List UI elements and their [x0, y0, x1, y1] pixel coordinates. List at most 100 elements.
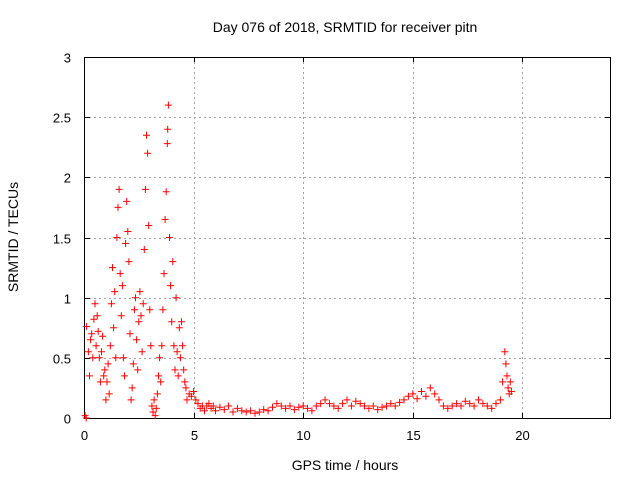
data-point-marker	[93, 312, 101, 320]
data-point-marker	[125, 258, 133, 266]
x-axis-title: GPS time / hours	[292, 457, 399, 473]
data-point-marker	[151, 412, 159, 420]
data-point-marker	[312, 402, 320, 410]
data-point-marker	[182, 384, 190, 392]
data-point-marker	[352, 397, 360, 405]
data-point-marker	[181, 378, 189, 386]
data-point-marker	[89, 354, 97, 362]
data-point-marker	[308, 407, 316, 415]
data-point-marker	[387, 400, 395, 408]
grid-layer	[84, 57, 610, 418]
data-point-marker	[137, 312, 145, 320]
data-point-marker	[470, 402, 478, 410]
data-point-marker	[501, 348, 509, 356]
data-point-marker	[96, 378, 104, 386]
y-tick-label: 0.5	[53, 352, 71, 367]
data-point-marker	[157, 378, 165, 386]
data-point-marker	[290, 406, 298, 414]
data-point-marker	[317, 400, 325, 408]
data-point-marker	[326, 400, 333, 408]
data-point-marker	[103, 378, 111, 386]
y-tick-label: 3	[64, 51, 71, 66]
data-point-marker	[155, 372, 162, 380]
data-point-marker	[148, 402, 156, 410]
data-point-marker	[106, 342, 114, 350]
data-point-marker	[82, 414, 90, 422]
data-point-marker	[180, 366, 188, 374]
data-point-marker	[255, 408, 263, 416]
data-point-marker	[321, 396, 329, 404]
data-point-marker	[507, 388, 515, 395]
data-point-marker	[334, 404, 342, 412]
data-point-marker	[174, 372, 182, 380]
data-point-marker	[475, 396, 482, 404]
data-point-marker	[99, 332, 107, 340]
data-point-marker	[502, 360, 510, 368]
chart-title: Day 076 of 2018, SRMTID for receiver pit…	[213, 19, 478, 35]
data-point-marker	[169, 258, 177, 266]
data-point-marker	[391, 402, 399, 410]
data-point-marker	[488, 404, 496, 412]
data-point-marker	[461, 397, 469, 405]
data-point-marker	[179, 342, 187, 350]
data-point-marker	[422, 392, 430, 400]
data-point-marker	[173, 348, 181, 356]
data-point-marker	[170, 342, 178, 350]
y-axis-title: SRMTID / TECUs	[5, 182, 21, 292]
data-point-marker	[212, 407, 219, 415]
data-point-marker	[105, 390, 113, 398]
data-point-marker	[347, 402, 355, 410]
data-point-marker	[260, 406, 268, 414]
data-point-marker	[295, 403, 303, 411]
y-tick-label: 2	[64, 171, 71, 186]
data-point-marker	[129, 360, 137, 368]
data-point-marker	[166, 234, 173, 241]
data-point-marker	[365, 404, 373, 412]
data-point-marker	[121, 372, 128, 380]
data-point-marker	[117, 312, 125, 320]
data-point-marker	[163, 140, 171, 148]
data-point-marker	[361, 402, 368, 410]
data-point-marker	[426, 384, 434, 392]
data-point-marker	[171, 366, 179, 374]
data-point-marker	[479, 400, 487, 408]
data-point-marker	[92, 342, 100, 350]
data-point-marker	[506, 378, 514, 386]
data-point-marker	[251, 409, 259, 417]
data-point-marker	[175, 324, 183, 332]
data-point-marker	[264, 407, 272, 415]
data-point-marker	[159, 306, 167, 314]
data-point-marker	[400, 396, 408, 404]
data-point-marker	[439, 402, 447, 410]
data-point-marker	[98, 348, 105, 356]
label-layer: 0 5 10 15 20 0 0.5 1 1.5 2 2.5 3	[53, 51, 530, 444]
data-point-marker	[504, 384, 512, 392]
data-point-marker	[418, 388, 425, 395]
y-tick-label: 2.5	[53, 111, 71, 126]
data-point-marker	[119, 354, 127, 362]
data-layer	[81, 101, 515, 422]
data-point-marker	[201, 407, 208, 415]
data-point-marker	[84, 348, 92, 356]
data-point-marker	[143, 131, 150, 139]
data-point-marker	[95, 354, 103, 362]
data-point-marker	[124, 228, 132, 235]
data-point-marker	[138, 348, 146, 356]
y-tick-label: 1.5	[53, 232, 71, 247]
y-tick-label: 0	[64, 412, 71, 427]
data-point-marker	[130, 306, 138, 314]
data-point-marker	[194, 400, 202, 408]
data-point-marker	[100, 372, 108, 380]
data-point-marker	[139, 300, 147, 308]
data-point-marker	[269, 403, 276, 411]
data-point-marker	[192, 396, 200, 404]
data-point-marker	[156, 354, 164, 362]
x-tick-label: 0	[81, 428, 88, 443]
data-point-marker	[374, 406, 382, 414]
data-point-marker	[153, 390, 161, 398]
data-point-marker	[435, 396, 443, 404]
data-point-marker	[86, 372, 93, 380]
data-point-marker	[503, 372, 511, 380]
